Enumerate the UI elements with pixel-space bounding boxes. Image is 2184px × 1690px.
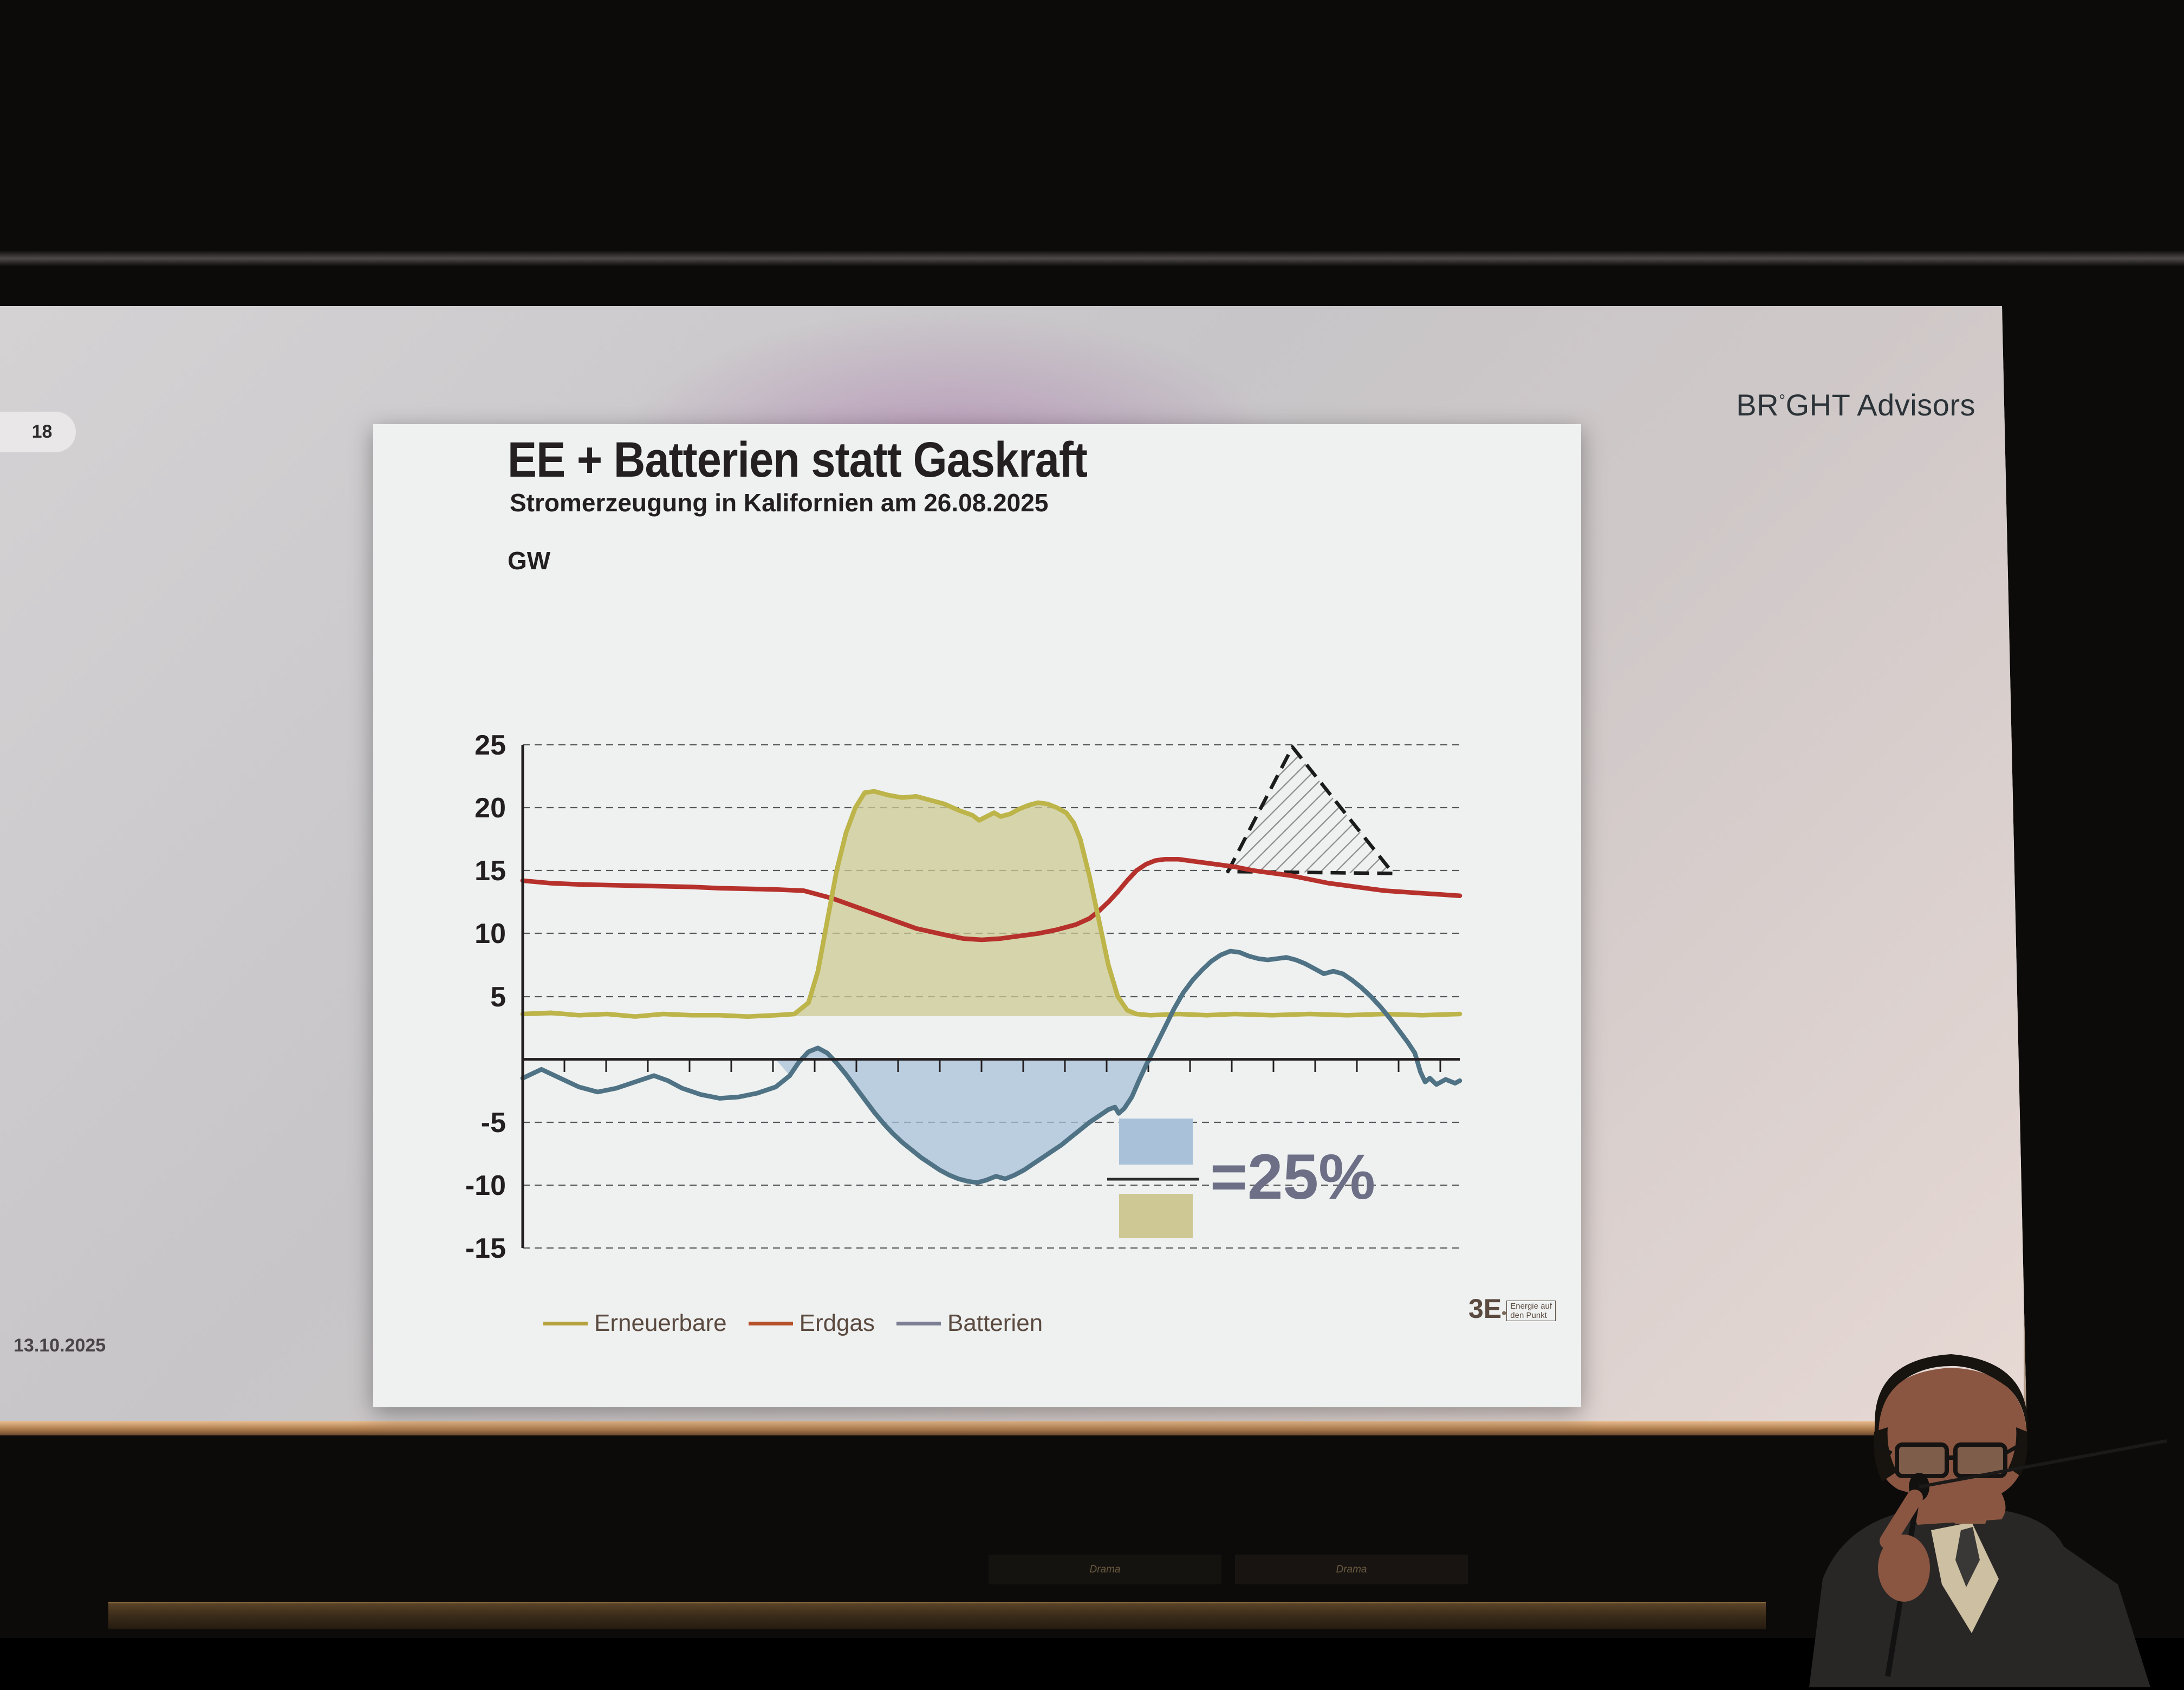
svg-text:5: 5 [490,981,506,1013]
svg-text:20: 20 [474,792,506,824]
svg-text:-5: -5 [481,1107,506,1139]
svg-text:-15: -15 [465,1233,506,1264]
svg-text:25: 25 [474,730,506,761]
svg-text:=25%: =25% [1210,1141,1375,1213]
svg-text:-10: -10 [465,1170,506,1201]
svg-text:10: 10 [474,918,506,950]
svg-text:15: 15 [474,855,506,887]
